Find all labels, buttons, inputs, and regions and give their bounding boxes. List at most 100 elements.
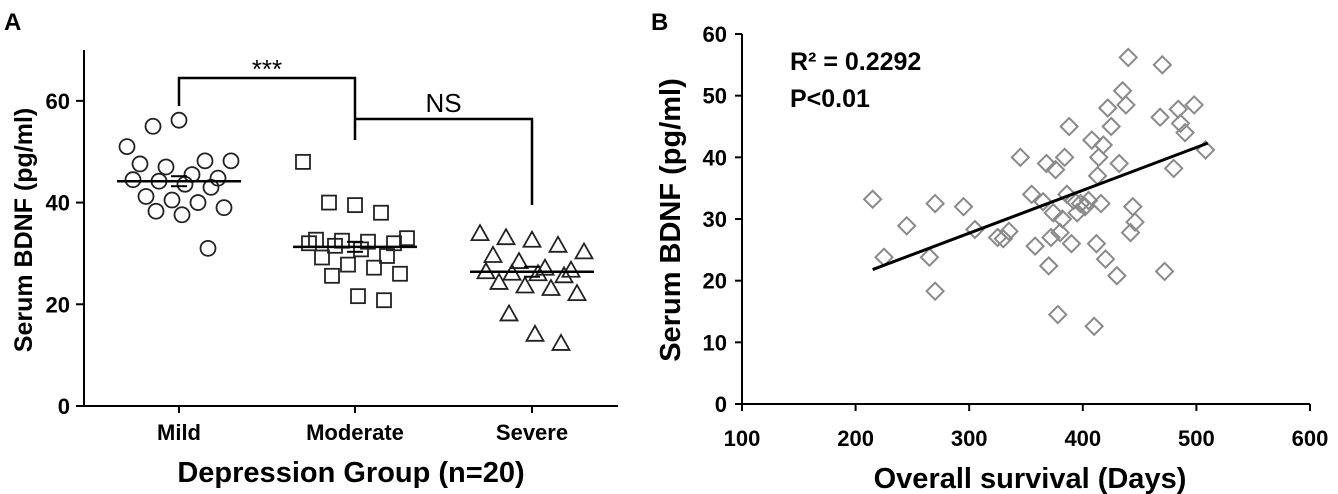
panel-a-point-triangle bbox=[495, 227, 517, 246]
panel-b-point-diamond bbox=[1152, 54, 1173, 75]
panel-b-point-diamond bbox=[1070, 193, 1091, 214]
panel-b-point-diamond bbox=[919, 247, 940, 268]
panel-a-point-circle bbox=[170, 111, 188, 129]
panel-b-point-diamond bbox=[1078, 190, 1099, 211]
panel-a-point-triangle bbox=[524, 323, 546, 342]
panel-b-y-tick-label: 30 bbox=[703, 207, 727, 232]
panel-a-point-circle bbox=[124, 171, 142, 189]
panel-b-y-axis-title: Serum BDNF (pg/ml) bbox=[655, 78, 687, 362]
panel-b-point-diamond bbox=[1154, 261, 1175, 282]
panel-a-y-tick-label: 60 bbox=[46, 89, 70, 114]
panel-a-y-tick-label: 0 bbox=[58, 394, 70, 419]
panel-a-x-tick-label: Severe bbox=[496, 420, 568, 445]
panel-b-point-diamond bbox=[1101, 116, 1122, 137]
panel-b-point-diamond bbox=[1038, 255, 1059, 276]
panel-a-point-circle bbox=[147, 202, 165, 220]
panel-a-point-circle bbox=[131, 155, 149, 173]
panel-a-point-square bbox=[314, 249, 330, 266]
panel-b-point-diamond bbox=[1054, 147, 1075, 168]
panel-b-point-diamond bbox=[1088, 147, 1109, 168]
panel-b-point-diamond bbox=[1059, 116, 1080, 137]
panel-a-point-triangle bbox=[482, 245, 504, 263]
panel-a-point-circle bbox=[215, 199, 233, 217]
panel-b-point-diamond bbox=[1061, 233, 1082, 254]
panel-b-point-diamond bbox=[1112, 80, 1133, 101]
panel-b-point-diamond bbox=[1091, 193, 1111, 214]
panel-a-x-axis-title: Depression Group (n=20) bbox=[177, 457, 524, 489]
panel-a-point-circle bbox=[118, 138, 136, 156]
panel-b-point-diamond bbox=[953, 196, 974, 217]
panel-b-point-diamond bbox=[1097, 98, 1118, 118]
panel-a-letter: A bbox=[4, 9, 21, 36]
panel-b-point-diamond bbox=[1010, 147, 1031, 168]
panel-a-point-triangle bbox=[469, 223, 491, 242]
panel-b-point-diamond bbox=[1043, 202, 1064, 223]
panel-b-point-diamond bbox=[1106, 265, 1127, 286]
panel-a-point-square bbox=[324, 267, 340, 284]
panel-a-point-triangle bbox=[550, 333, 572, 351]
panel-a-point-square bbox=[295, 153, 311, 170]
panel-b-point-diamond bbox=[1118, 47, 1139, 68]
panel-b-point-diamond bbox=[1050, 222, 1070, 243]
p-value-label: P<0.01 bbox=[790, 85, 870, 113]
panel-b-letter: B bbox=[651, 9, 668, 36]
panel-b-x-tick-label: 100 bbox=[724, 426, 761, 451]
panel-b-x-tick-label: 600 bbox=[1292, 426, 1329, 451]
panel-a-point-square bbox=[376, 292, 392, 309]
panel-b-point-diamond bbox=[1086, 233, 1107, 254]
panel-a-point-square bbox=[392, 265, 408, 282]
panel-a-point-circle bbox=[222, 152, 240, 170]
panel-b-y-tick-label: 0 bbox=[715, 392, 727, 417]
panel-a-point-square bbox=[340, 256, 356, 273]
panel-b-point-diamond bbox=[1150, 107, 1170, 128]
panel-b-point-diamond bbox=[1047, 304, 1068, 325]
panel-b-point-diamond bbox=[1116, 95, 1136, 115]
panel-a-point-square bbox=[366, 259, 382, 276]
panel-b-point-diamond bbox=[1045, 159, 1066, 180]
panel-b-point-diamond bbox=[1122, 196, 1143, 217]
panel-a-x-tick-label: Mild bbox=[157, 420, 201, 445]
panel-b-x-tick-label: 400 bbox=[1064, 426, 1101, 451]
panel-a-point-square bbox=[379, 248, 395, 264]
panel-b-point-diamond bbox=[1093, 135, 1114, 155]
regression-line bbox=[872, 141, 1209, 271]
panel-b-point-diamond bbox=[1033, 191, 1053, 212]
panel-b-point-diamond bbox=[1041, 227, 1061, 248]
panel-a-point-triangle bbox=[553, 265, 575, 284]
panel-b-point-diamond bbox=[993, 228, 1014, 249]
panel-b: 0 10 20 30 40 50 60 100 200 300 400 500 600 R² = 0.… bbox=[655, 22, 1328, 494]
panel-a-point-triangle bbox=[534, 257, 556, 276]
panel-b-point-diamond bbox=[1075, 196, 1095, 217]
significance-label-mild-moderate: *** bbox=[252, 54, 282, 84]
panel-a-point-circle bbox=[137, 188, 155, 205]
panel-b-point-diamond bbox=[1168, 99, 1189, 120]
panel-b-point-diamond bbox=[999, 221, 1019, 242]
panel-a-point-circle bbox=[144, 117, 162, 135]
panel-b-point-diamond bbox=[1095, 249, 1116, 269]
panel-b-point-diamond bbox=[1170, 113, 1191, 134]
panel-a-point-triangle bbox=[547, 234, 569, 253]
panel-a-point-square bbox=[301, 235, 317, 252]
panel-b-point-diamond bbox=[1125, 212, 1145, 232]
panel-a-point-triangle bbox=[498, 303, 520, 322]
panel-a-point-triangle bbox=[508, 251, 530, 269]
panel-b-point-diamond bbox=[1163, 158, 1184, 179]
panel-a-point-square bbox=[347, 197, 363, 214]
panel-b-point-diamond bbox=[896, 215, 917, 236]
significance-label-moderate-severe: NS bbox=[425, 88, 461, 118]
significance-bracket-mild-moderate bbox=[177, 76, 357, 140]
panel-b-y-tick-label: 50 bbox=[703, 84, 727, 109]
panel-b-y-tick-label: 20 bbox=[703, 269, 727, 294]
panel-b-x-axis-title: Overall survival (Days) bbox=[874, 463, 1187, 494]
panel-a-point-circle bbox=[163, 191, 181, 209]
panel-b-point-diamond bbox=[1025, 236, 1046, 257]
panel-a-point-triangle bbox=[566, 283, 588, 302]
panel-b-point-diamond bbox=[862, 189, 883, 210]
panel-b-y-tick-label: 10 bbox=[703, 330, 727, 355]
panel-b-point-diamond bbox=[1184, 95, 1205, 115]
panel-a-point-circle bbox=[157, 158, 175, 176]
panel-b-y-tick-label: 60 bbox=[703, 22, 727, 47]
panel-a-point-square bbox=[350, 288, 366, 305]
panel-b-point-diamond bbox=[1109, 153, 1130, 174]
